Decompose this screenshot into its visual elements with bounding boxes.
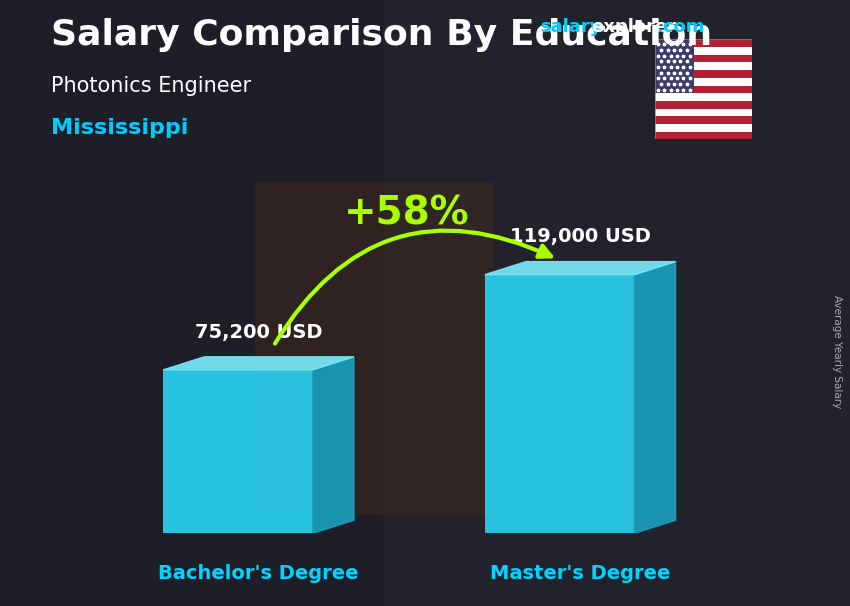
Text: Mississippi: Mississippi bbox=[51, 118, 189, 138]
Bar bbox=[0, 0, 382, 606]
Bar bbox=[654, 55, 752, 62]
Bar bbox=[654, 132, 752, 139]
Text: Average Yearly Salary: Average Yearly Salary bbox=[832, 295, 842, 408]
Bar bbox=[255, 182, 493, 515]
Text: Salary Comparison By Education: Salary Comparison By Education bbox=[51, 18, 712, 52]
Text: explorer: explorer bbox=[591, 18, 676, 36]
Bar bbox=[654, 39, 752, 47]
Polygon shape bbox=[484, 262, 676, 275]
Bar bbox=[654, 47, 752, 55]
Text: .com: .com bbox=[656, 18, 705, 36]
Bar bbox=[654, 101, 752, 108]
Polygon shape bbox=[313, 357, 354, 533]
Text: Bachelor's Degree: Bachelor's Degree bbox=[158, 564, 359, 583]
Text: 119,000 USD: 119,000 USD bbox=[510, 227, 650, 247]
Bar bbox=[484, 275, 634, 533]
Polygon shape bbox=[163, 357, 354, 370]
Bar bbox=[654, 124, 752, 132]
Text: +58%: +58% bbox=[343, 195, 469, 233]
Bar bbox=[382, 0, 850, 606]
Bar bbox=[654, 39, 694, 93]
Bar bbox=[654, 85, 752, 93]
Text: 75,200 USD: 75,200 USD bbox=[195, 322, 322, 342]
Text: Master's Degree: Master's Degree bbox=[490, 564, 671, 583]
Bar bbox=[654, 70, 752, 78]
Bar bbox=[654, 62, 752, 70]
Polygon shape bbox=[634, 262, 676, 533]
Bar bbox=[654, 116, 752, 124]
Bar bbox=[654, 108, 752, 116]
Bar bbox=[163, 370, 313, 533]
Bar bbox=[654, 78, 752, 85]
Text: Photonics Engineer: Photonics Engineer bbox=[51, 76, 251, 96]
Bar bbox=[654, 93, 752, 101]
Text: salary: salary bbox=[540, 18, 601, 36]
